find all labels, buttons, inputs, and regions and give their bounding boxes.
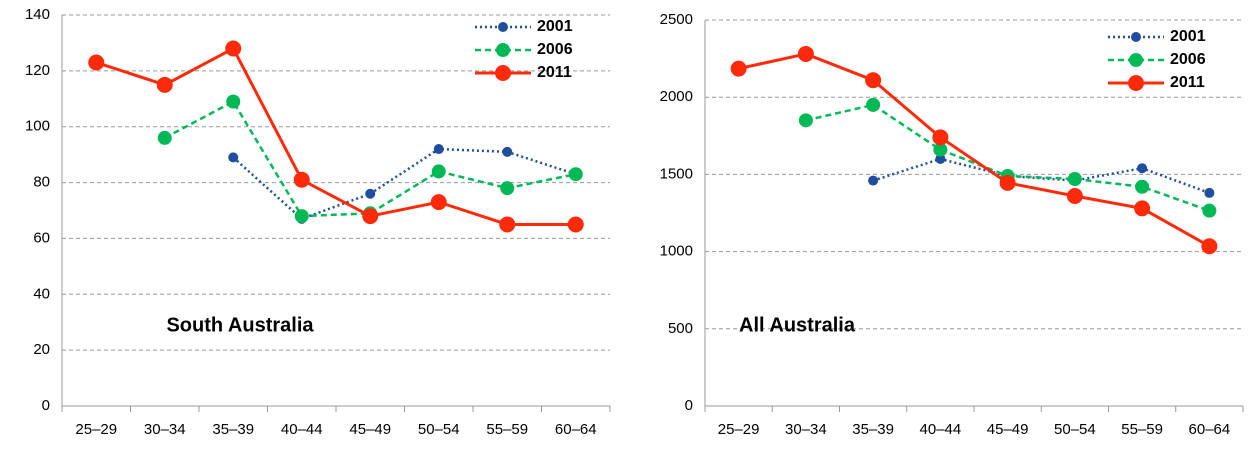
data-point <box>88 54 105 71</box>
data-point <box>433 144 444 155</box>
data-point <box>797 45 814 62</box>
data-point <box>228 152 239 163</box>
data-point <box>567 216 584 233</box>
data-point <box>568 167 583 182</box>
x-tick-label: 40–44 <box>920 421 962 438</box>
data-point <box>430 194 447 211</box>
chart: 0 500 1000 1500 2000 2500 25–29 30–34 35–39 40–44… <box>660 11 1244 438</box>
series-line <box>805 103 1210 212</box>
series-line <box>95 46 576 226</box>
x-tick-label: 30–34 <box>785 421 827 438</box>
data-point <box>798 113 813 128</box>
x-tick-label: 25–29 <box>718 421 760 438</box>
x-tick-label: 55–59 <box>486 421 528 438</box>
data-point <box>431 164 446 179</box>
x-tick-label: 60–64 <box>1189 421 1231 438</box>
x-tick-label: 35–39 <box>212 421 254 438</box>
data-point <box>294 209 309 224</box>
legend-label: 2011 <box>1170 74 1205 91</box>
y-tick-label: 1500 <box>660 165 693 182</box>
chart-title: All Australia <box>739 314 856 336</box>
y-tick-label: 0 <box>42 397 50 414</box>
data-point <box>156 76 173 93</box>
y-tick-label: 20 <box>33 341 50 358</box>
data-point <box>225 40 242 57</box>
data-point <box>1201 238 1218 255</box>
legend-label: 2001 <box>1170 28 1206 45</box>
data-point <box>226 94 241 109</box>
data-point <box>157 130 172 145</box>
data-point <box>293 171 310 188</box>
legend-marker <box>1129 53 1143 67</box>
y-tick-label: 40 <box>33 285 50 302</box>
x-tick-label: 45–49 <box>349 421 391 438</box>
chart-title: South Australia <box>166 314 314 336</box>
legend-label: 2006 <box>1170 51 1206 68</box>
y-tick-label: 2000 <box>660 88 693 105</box>
chart: 0 20 40 60 80 100 120 140 25–29 30–34 35–39 40–44 45… <box>25 6 611 438</box>
data-point <box>1204 187 1215 198</box>
legend-label: 2011 <box>537 64 572 81</box>
legend-marker <box>1128 75 1144 91</box>
data-point <box>1202 203 1217 218</box>
legend-label: 2006 <box>537 41 573 58</box>
x-tick-label: 50–54 <box>1054 421 1096 438</box>
x-tick-label: 50–54 <box>418 421 460 438</box>
data-point <box>362 208 379 225</box>
y-tick-label: 80 <box>33 174 50 191</box>
data-point <box>932 129 949 146</box>
y-tick-label: 60 <box>33 229 50 246</box>
series-line <box>738 52 1211 248</box>
y-tick-label: 120 <box>25 62 50 79</box>
x-tick-label: 55–59 <box>1121 421 1163 438</box>
y-tick-label: 500 <box>668 320 693 337</box>
x-tick-label: 45–49 <box>987 421 1029 438</box>
data-point <box>730 60 747 77</box>
x-tick-label: 40–44 <box>281 421 323 438</box>
data-point <box>865 72 882 89</box>
data-point <box>933 142 948 157</box>
y-tick-label: 2500 <box>660 11 693 28</box>
data-point <box>999 174 1016 191</box>
y-tick-label: 0 <box>685 397 693 414</box>
x-tick-label: 30–34 <box>144 421 186 438</box>
data-point <box>935 153 946 164</box>
legend-marker <box>495 65 511 81</box>
data-point <box>1066 188 1083 205</box>
legend-marker <box>1131 32 1141 42</box>
data-point <box>502 146 513 157</box>
data-point <box>1137 163 1148 174</box>
series-line <box>164 99 576 218</box>
data-point <box>866 97 881 112</box>
series-line <box>872 157 1210 195</box>
legend-marker <box>496 43 510 57</box>
data-point <box>1135 179 1150 194</box>
data-point <box>868 175 879 186</box>
y-tick-label: 100 <box>25 118 50 135</box>
data-point <box>499 216 516 233</box>
series-line <box>232 147 577 221</box>
legend-label: 2001 <box>537 18 573 35</box>
x-tick-label: 60–64 <box>555 421 597 438</box>
data-point <box>365 188 376 199</box>
y-tick-label: 140 <box>25 6 50 23</box>
x-tick-label: 25–29 <box>75 421 117 438</box>
data-point <box>1067 172 1082 187</box>
y-tick-label: 1000 <box>660 243 693 260</box>
data-point <box>1134 200 1151 217</box>
legend-marker <box>498 22 508 32</box>
data-point <box>500 181 515 196</box>
x-tick-label: 35–39 <box>852 421 894 438</box>
